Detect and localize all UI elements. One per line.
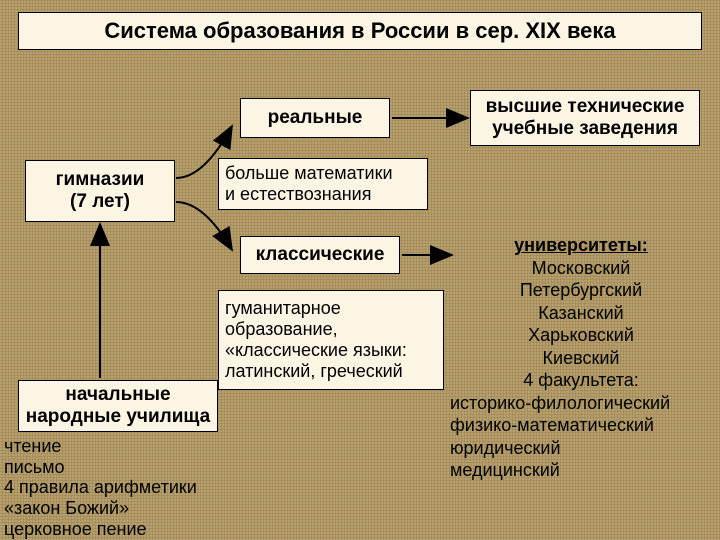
university-item: Московский (450, 257, 712, 280)
node-technical-higher: высшие технические учебные заведения (470, 90, 700, 146)
primary-curriculum-item: 4 правила арифметики (4, 477, 197, 498)
universities-heading: университеты: (450, 234, 712, 257)
node-gymnasium: гимназии (7 лет) (25, 160, 175, 222)
node-real-schools: реальные (240, 98, 390, 138)
slide-title: Система образования в России в сер. XIX … (18, 12, 702, 50)
universities-block: университеты:МосковскийПетербургскийКаза… (450, 234, 712, 482)
primary-curriculum-item: церковное пение (4, 519, 197, 540)
university-item: Петербургский (450, 279, 712, 302)
primary-curriculum-list: чтениеписьмо4 правила арифметики«закон Б… (4, 436, 197, 539)
faculties-heading: 4 факультета: (450, 369, 712, 392)
primary-curriculum-item: письмо (4, 457, 197, 478)
node-classical: классические (240, 236, 400, 274)
primary-curriculum-item: «закон Божий» (4, 498, 197, 519)
node-primary-schools: начальные народные училища (18, 380, 218, 432)
university-item: Харьковский (450, 324, 712, 347)
primary-curriculum-item: чтение (4, 436, 197, 457)
faculty-item: физико-математический (450, 414, 712, 437)
faculty-item: медицинский (450, 459, 712, 482)
university-item: Казанский (450, 302, 712, 325)
university-item: Киевский (450, 347, 712, 370)
faculty-item: юридический (450, 437, 712, 460)
node-classical-description: гуманитарное образование, «классические … (218, 290, 444, 390)
node-real-description: больше математики и естествознания (218, 158, 428, 210)
faculty-item: историко-филологический (450, 392, 712, 415)
